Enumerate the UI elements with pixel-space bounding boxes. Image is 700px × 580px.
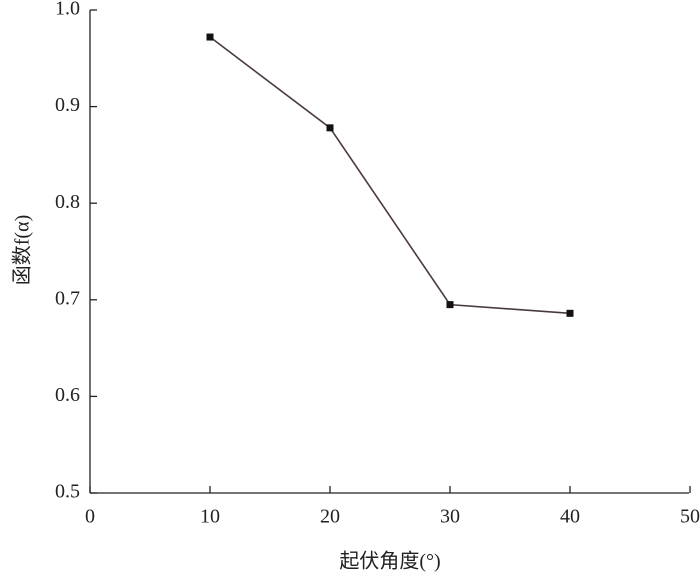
x-tick-label: 40	[560, 506, 580, 528]
marker	[446, 301, 454, 309]
line	[209, 36, 571, 315]
y-tick-label: 0.5	[55, 481, 80, 503]
marker	[326, 124, 334, 132]
x-tick-label: 10	[200, 506, 220, 528]
x-tick-label: 0	[85, 506, 95, 528]
marker	[206, 33, 214, 41]
x-tick-label: 50	[680, 506, 700, 528]
marker	[566, 309, 574, 317]
y-tick-label: 0.8	[55, 191, 80, 213]
y-tick-label: 0.7	[55, 287, 80, 309]
x-tick-label: 30	[440, 506, 460, 528]
y-tick-label: 0.9	[55, 94, 80, 116]
y-tick-label: 1.0	[55, 0, 80, 20]
y-tick-label: 0.6	[55, 384, 80, 406]
y-axis-title: 函数f(α)	[11, 215, 34, 285]
x-axis-title: 起伏角度(°)	[339, 550, 440, 573]
x-tick-label: 20	[320, 506, 340, 528]
